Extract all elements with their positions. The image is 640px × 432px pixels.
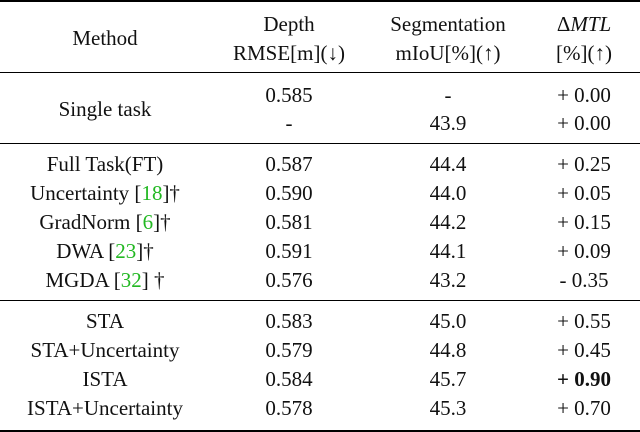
single-seg-1: - xyxy=(444,83,452,107)
header-segmentation: Segmentation xyxy=(390,12,506,36)
citation-link[interactable]: 23 xyxy=(115,239,137,263)
single-depth-1: 0.585 xyxy=(265,83,313,107)
delta-value: + 0.25 xyxy=(557,152,611,176)
method-sta-uncertainty: STA+Uncertainty xyxy=(30,338,180,362)
method-name: Full Task(FT) xyxy=(46,152,164,176)
delta-symbol: Δ xyxy=(556,12,571,36)
seg-value: 44.2 xyxy=(429,210,467,234)
header-depth-metric: RMSE[m](↓) xyxy=(233,41,345,65)
header-method: Method xyxy=(72,26,138,50)
depth-value: 0.583 xyxy=(265,309,313,333)
method-suffix: ] † xyxy=(141,268,165,292)
method-name: GradNorm [ xyxy=(39,210,143,234)
depth-value: 0.587 xyxy=(265,152,313,176)
method-full-task: Full Task(FT) xyxy=(0,152,210,176)
header-delta-mtl: ΔMTL xyxy=(528,12,640,36)
method-ista-uncertainty: ISTA+Uncertainty xyxy=(27,396,183,420)
method-suffix: ]† xyxy=(153,210,171,234)
single-task-label: Single task xyxy=(58,97,152,121)
delta-value: + 0.70 xyxy=(557,396,611,420)
header-rule xyxy=(0,72,640,73)
delta-name: MTL xyxy=(570,12,612,36)
delta-value: + 0.55 xyxy=(557,309,611,333)
method-suffix: ]† xyxy=(162,181,180,205)
bottom-rule xyxy=(0,430,640,432)
delta-value: + 0.15 xyxy=(557,210,611,234)
seg-value: 45.0 xyxy=(429,309,467,333)
group-rule-2 xyxy=(0,300,640,301)
method-mgda: MGDA [32] † xyxy=(0,268,210,292)
method-dwa: DWA [23]† xyxy=(0,239,210,263)
citation-link[interactable]: 6 xyxy=(142,210,154,234)
delta-value: - 0.35 xyxy=(559,268,609,292)
group-rule-1 xyxy=(0,143,640,144)
delta-value: + 0.05 xyxy=(557,181,611,205)
seg-value: 44.4 xyxy=(429,152,467,176)
header-seg-metric: mIoU[%](↑) xyxy=(395,41,501,65)
depth-value: 0.591 xyxy=(265,239,313,263)
depth-value: 0.576 xyxy=(265,268,313,292)
method-uncertainty: Uncertainty [18]† xyxy=(0,181,210,205)
delta-value: + 0.45 xyxy=(557,338,611,362)
method-suffix: ]† xyxy=(136,239,154,263)
depth-value: 0.590 xyxy=(265,181,313,205)
seg-value: 44.8 xyxy=(429,338,467,362)
citation-link[interactable]: 18 xyxy=(141,181,163,205)
depth-value: 0.579 xyxy=(265,338,313,362)
single-seg-2: 43.9 xyxy=(429,111,467,135)
method-name: MGDA [ xyxy=(45,268,121,292)
header-depth: Depth xyxy=(263,12,315,36)
method-ista: ISTA xyxy=(82,367,128,391)
depth-value: 0.584 xyxy=(265,367,313,391)
seg-value: 44.0 xyxy=(429,181,467,205)
single-delta-2: + 0.00 xyxy=(557,111,611,135)
method-sta: STA xyxy=(86,309,124,333)
depth-value: 0.578 xyxy=(265,396,313,420)
seg-value: 45.3 xyxy=(429,396,467,420)
depth-value: 0.581 xyxy=(265,210,313,234)
delta-value: + 0.09 xyxy=(557,239,611,263)
header-delta-unit: [%](↑) xyxy=(556,41,612,65)
method-name: Uncertainty [ xyxy=(30,181,142,205)
seg-value: 44.1 xyxy=(429,239,467,263)
seg-value: 43.2 xyxy=(429,268,467,292)
top-rule xyxy=(0,0,640,2)
method-name: DWA [ xyxy=(56,239,116,263)
single-depth-2: - xyxy=(285,111,293,135)
seg-value: 45.7 xyxy=(429,367,467,391)
single-delta-1: + 0.00 xyxy=(557,83,611,107)
method-gradnorm: GradNorm [6]† xyxy=(0,210,210,234)
delta-value-best: + 0.90 xyxy=(557,367,611,391)
citation-link[interactable]: 32 xyxy=(120,268,142,292)
